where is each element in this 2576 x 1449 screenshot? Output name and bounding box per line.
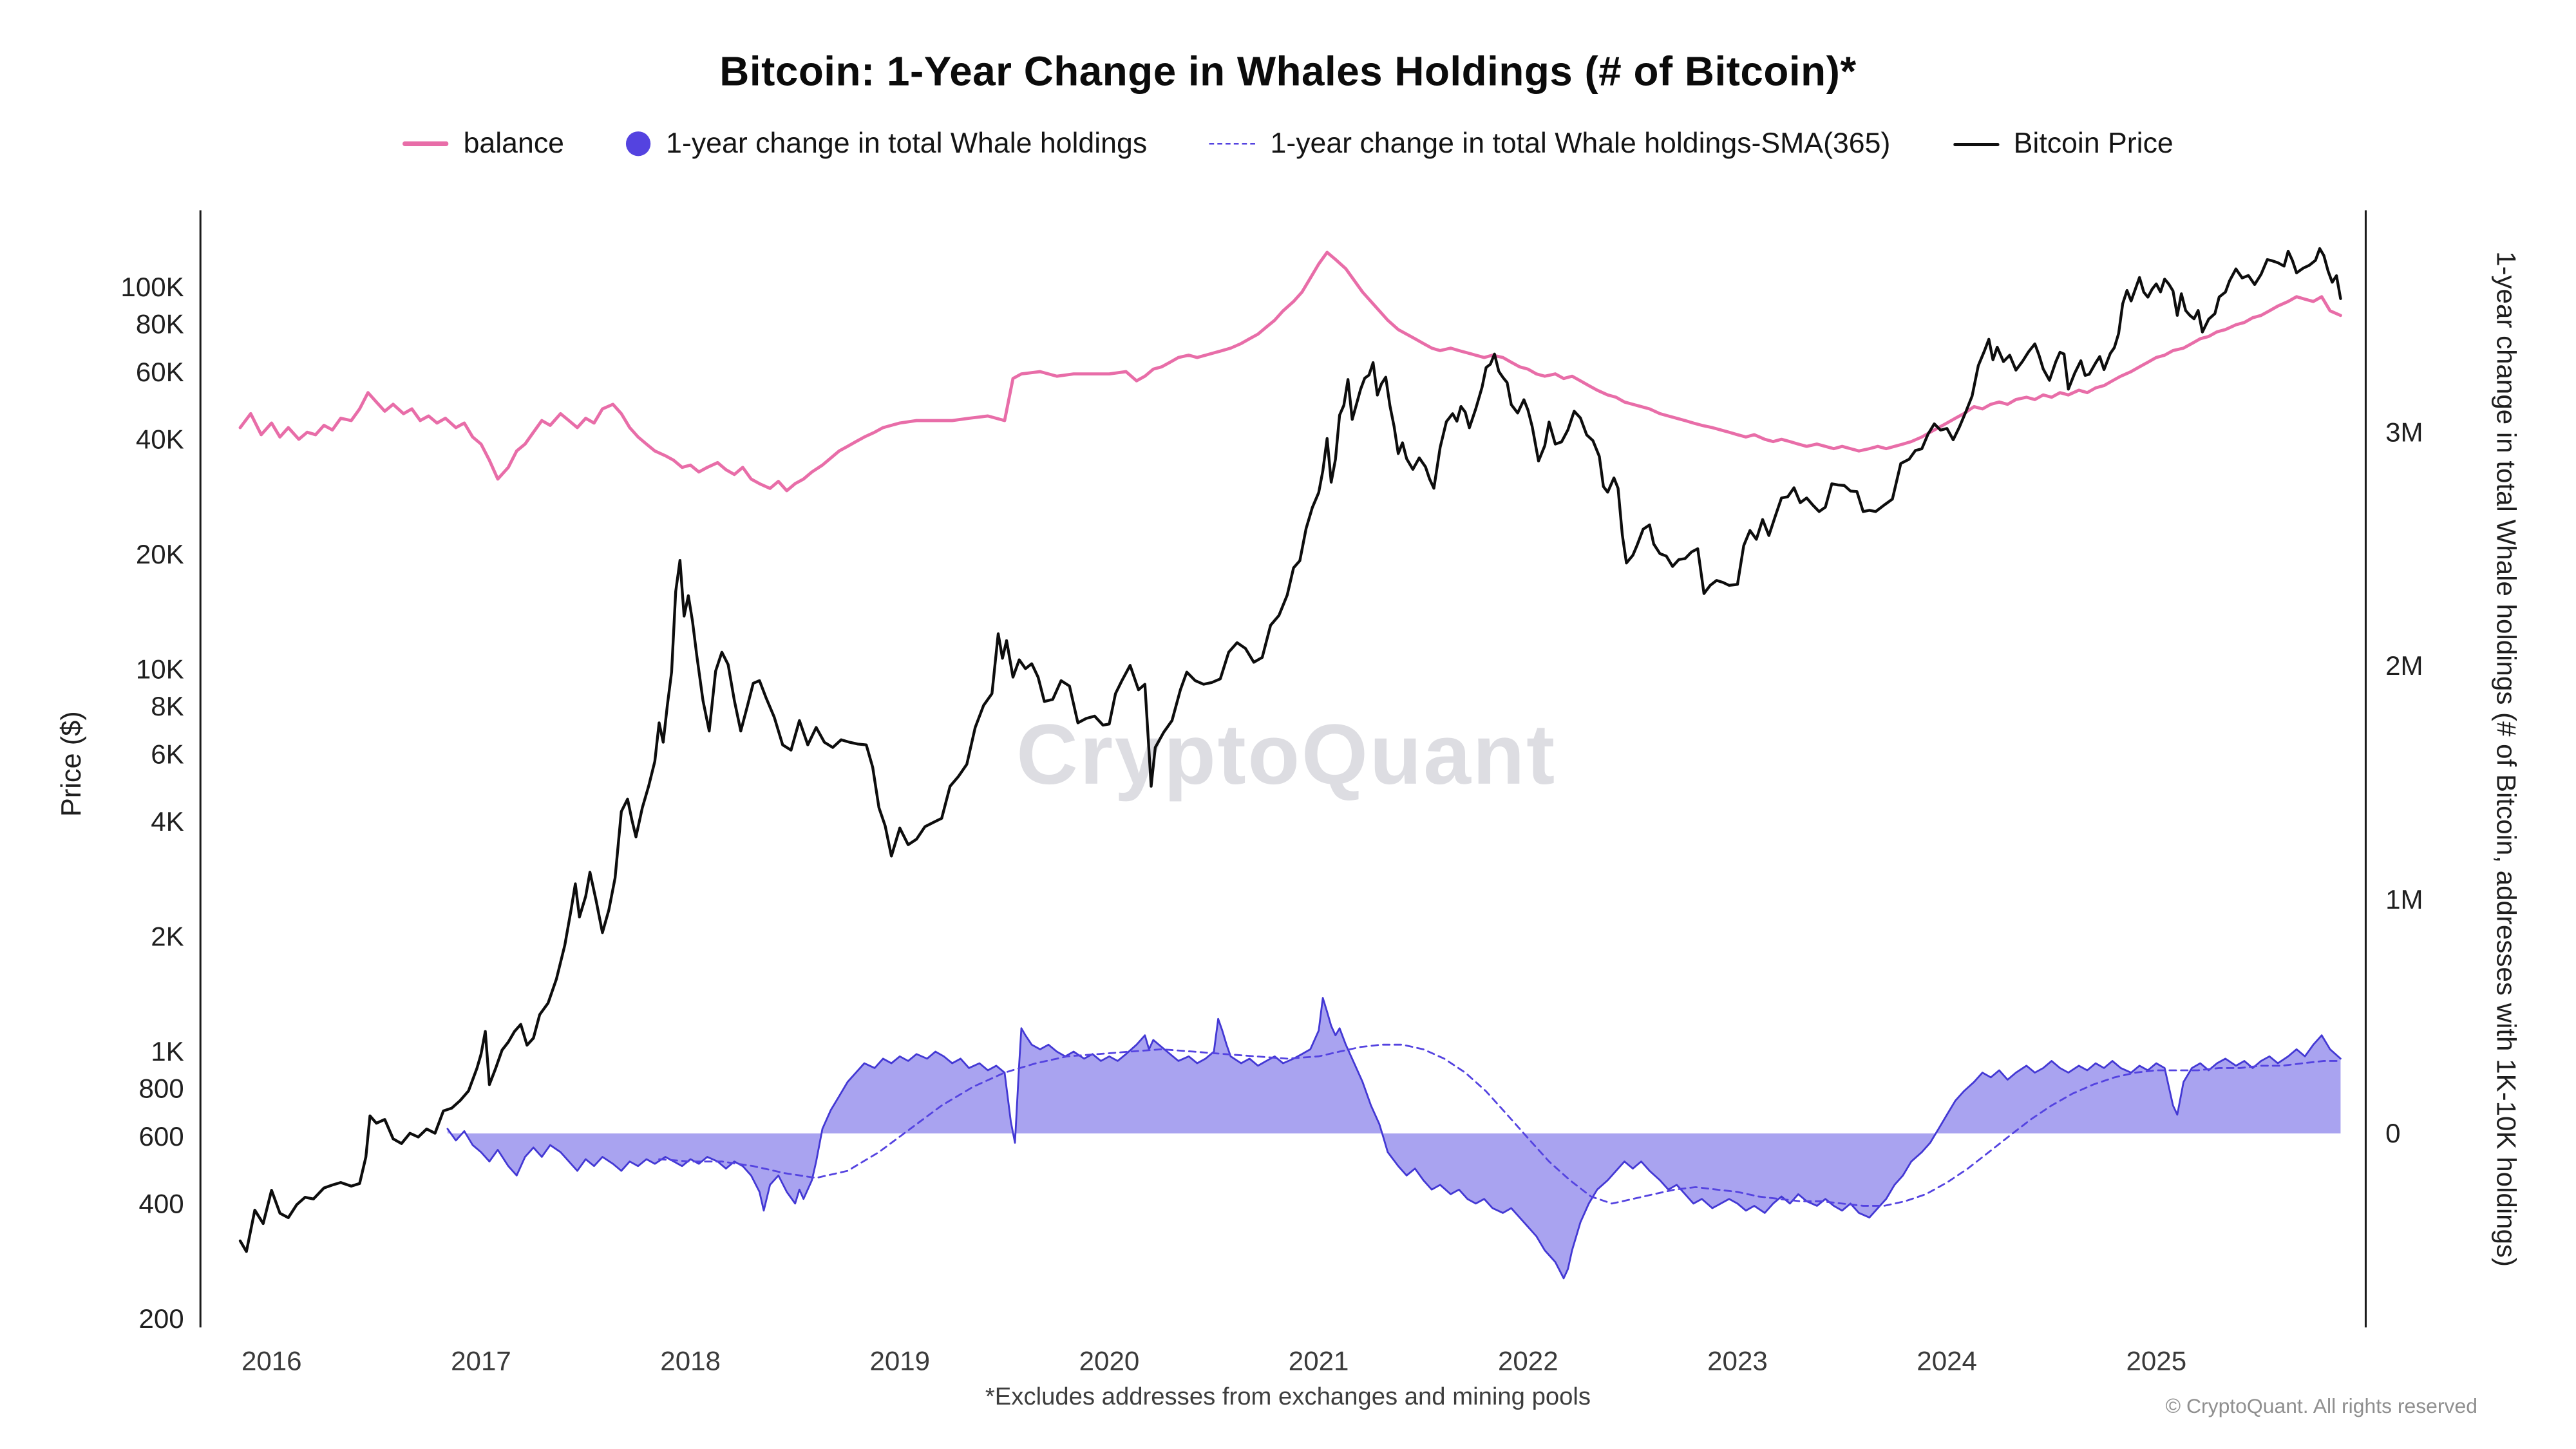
y-left-tick-label: 6K [151,739,184,769]
legend-label-whale-change-sma: 1-year change in total Whale holdings-SM… [1270,126,1891,160]
copyright: © CryptoQuant. All rights reserved [2165,1394,2477,1418]
whale-change-sma-line [658,1043,2342,1207]
y-left-tick-label: 800 [138,1074,184,1104]
legend-item-bitcoin-price[interactable]: Bitcoin Price [1953,126,2174,161]
y-left-tick-label: 40K [136,424,184,454]
x-tick-label: 2022 [1498,1346,1558,1376]
right-axis-title: 1-year change in total Whale holdings (#… [2490,251,2521,1267]
legend-label-bitcoin-price: Bitcoin Price [2013,126,2174,160]
y-left-tick-label: 400 [138,1188,184,1218]
balance-line-swatch-icon [402,141,449,147]
y-left-tick-label: 2K [151,921,184,951]
whale-change-sma-dash-swatch-icon [1209,142,1256,145]
balance-line [238,251,2342,493]
left-axis-title: Price ($) [55,711,88,817]
y-left-tick-label: 8K [151,691,184,721]
y-left-tick-label: 1K [151,1036,184,1066]
x-tick-label: 2017 [451,1346,511,1376]
y-right-tick-label: 3M [2385,417,2423,447]
x-tick-label: 2024 [1917,1346,1977,1376]
y-right-tick-label: 0 [2385,1118,2400,1148]
legend: balance 1-year change in total Whale hol… [0,126,2576,161]
y-left-tick-label: 60K [136,357,184,387]
y-left-tick-label: 10K [136,654,184,685]
x-tick-label: 2016 [242,1346,302,1376]
legend-item-whale-change[interactable]: 1-year change in total Whale holdings [626,126,1148,161]
legend-item-whale-change-sma[interactable]: 1-year change in total Whale holdings-SM… [1209,126,1890,161]
whale-change-area [447,998,2341,1278]
y-left-tick-label: 80K [136,309,184,339]
whale-change-dot-swatch-icon [626,131,652,156]
x-tick-label: 2023 [1707,1346,1768,1376]
y-left-tick-label: 100K [120,272,184,302]
x-tick-label: 2018 [660,1346,721,1376]
y-left-tick-label: 20K [136,539,184,569]
x-tick-label: 2019 [869,1346,930,1376]
legend-item-balance[interactable]: balance [402,126,564,161]
legend-label-whale-change: 1-year change in total Whale holdings [666,126,1148,160]
page-title: Bitcoin: 1-Year Change in Whales Holding… [719,49,1857,95]
y-left-tick-label: 4K [151,806,184,837]
y-left-tick-label: 600 [138,1121,184,1151]
y-left-tick-label: 200 [138,1303,184,1334]
x-tick-label: 2025 [2126,1346,2186,1376]
y-right-tick-label: 2M [2385,650,2423,681]
legend-label-balance: balance [463,126,564,160]
whale-change-line [446,997,2342,1280]
x-tick-label: 2020 [1079,1346,1140,1376]
y-right-tick-label: 1M [2385,884,2423,914]
bitcoin-price-line [238,247,2342,1253]
footnote: *Excludes addresses from exchanges and m… [985,1383,1591,1412]
bitcoin-price-line-swatch-icon [1953,142,1999,146]
x-tick-label: 2021 [1289,1346,1349,1376]
